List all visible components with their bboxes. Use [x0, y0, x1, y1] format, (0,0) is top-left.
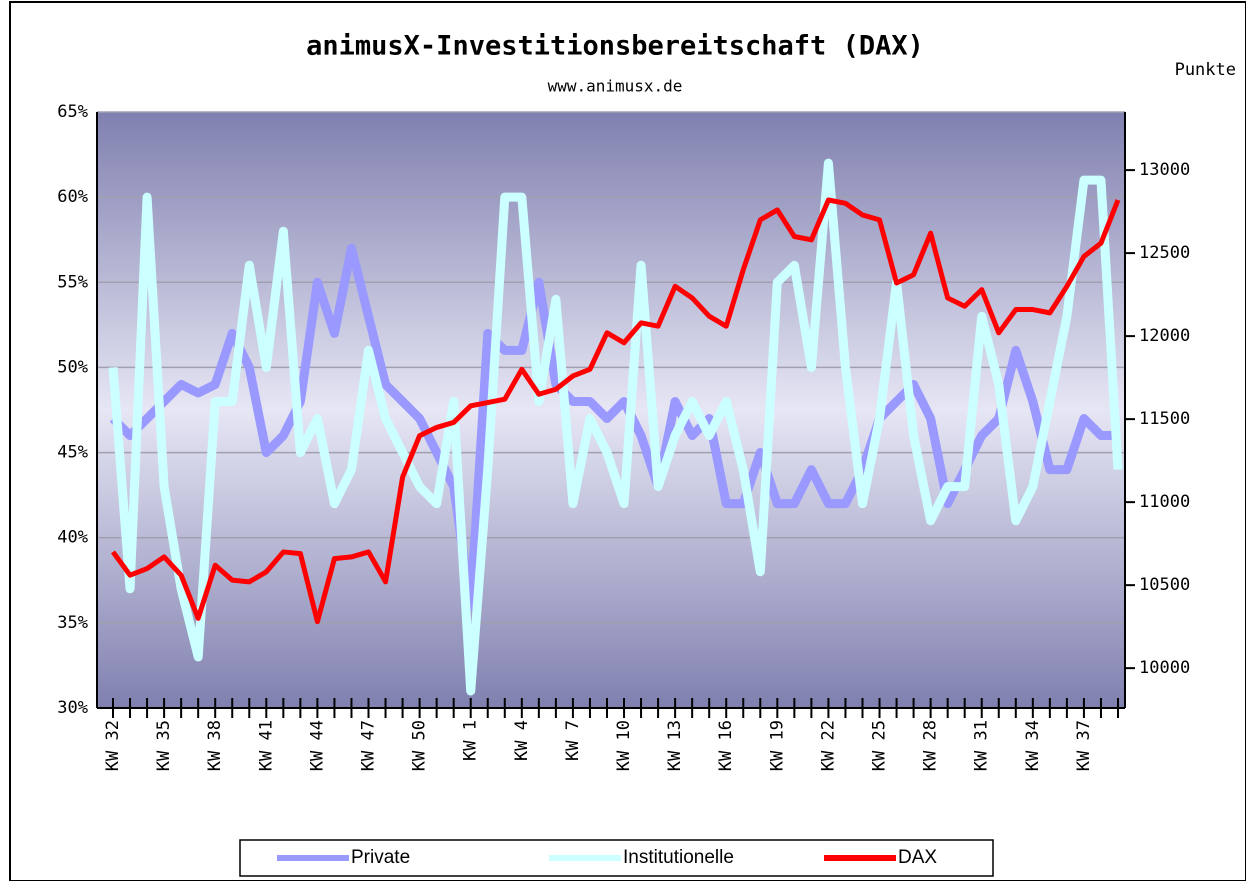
- x-tick-label: KW 50: [410, 720, 430, 771]
- x-tick-label: KW 19: [767, 720, 787, 771]
- y2-tick-label: 11000: [1139, 492, 1190, 512]
- x-tick-label: KW 10: [614, 720, 634, 771]
- x-tick-label: KW 47: [359, 720, 379, 771]
- y2-tick-label: 13000: [1139, 160, 1190, 180]
- x-tick-label: KW 16: [716, 720, 736, 771]
- y-tick-label: 60%: [57, 187, 88, 207]
- x-tick-label: KW 35: [154, 720, 174, 771]
- y-tick-label: 65%: [57, 102, 88, 122]
- y-tick-label: 55%: [57, 272, 88, 292]
- y-tick-label: 40%: [57, 528, 88, 548]
- y2-tick-label: 10500: [1139, 575, 1190, 595]
- chart-title: animusX-Investitionsbereitschaft (DAX): [306, 31, 924, 62]
- x-tick-label: KW 32: [103, 720, 123, 771]
- x-tick-label: KW 7: [563, 720, 583, 761]
- legend-label: Private: [351, 847, 410, 868]
- y-tick-label: 45%: [57, 443, 88, 463]
- x-tick-label: KW 4: [512, 720, 532, 761]
- x-tick-label: KW 41: [256, 720, 276, 771]
- y2-tick-label: 10000: [1139, 658, 1190, 678]
- y-tick-label: 50%: [57, 357, 88, 377]
- series-line: [108, 158, 1123, 696]
- legend-label: DAX: [898, 847, 937, 868]
- x-tick-label: KW 34: [1023, 720, 1043, 771]
- x-tick-label: KW 44: [307, 720, 327, 771]
- series-line: [109, 243, 1118, 611]
- x-tick-label: KW 1: [461, 720, 481, 761]
- y2-axis-label: Punkte: [1175, 60, 1236, 80]
- chart-subtitle: www.animusx.de: [548, 77, 683, 96]
- y2-tick-label: 12000: [1139, 326, 1190, 346]
- x-tick-label: KW 25: [870, 720, 890, 771]
- y-tick-label: 30%: [57, 698, 88, 718]
- x-tick-label: KW 37: [1074, 720, 1094, 771]
- legend-label: Institutionelle: [623, 847, 734, 868]
- x-tick-label: KW 28: [921, 720, 941, 771]
- x-tick-label: KW 38: [205, 720, 225, 771]
- y-tick-label: 35%: [57, 613, 88, 633]
- y2-tick-label: 12500: [1139, 243, 1190, 263]
- x-tick-label: KW 13: [665, 720, 685, 771]
- x-tick-label: KW 22: [818, 720, 838, 771]
- x-tick-label: KW 31: [972, 720, 992, 771]
- y2-tick-label: 11500: [1139, 409, 1190, 429]
- series-line: [110, 197, 1121, 625]
